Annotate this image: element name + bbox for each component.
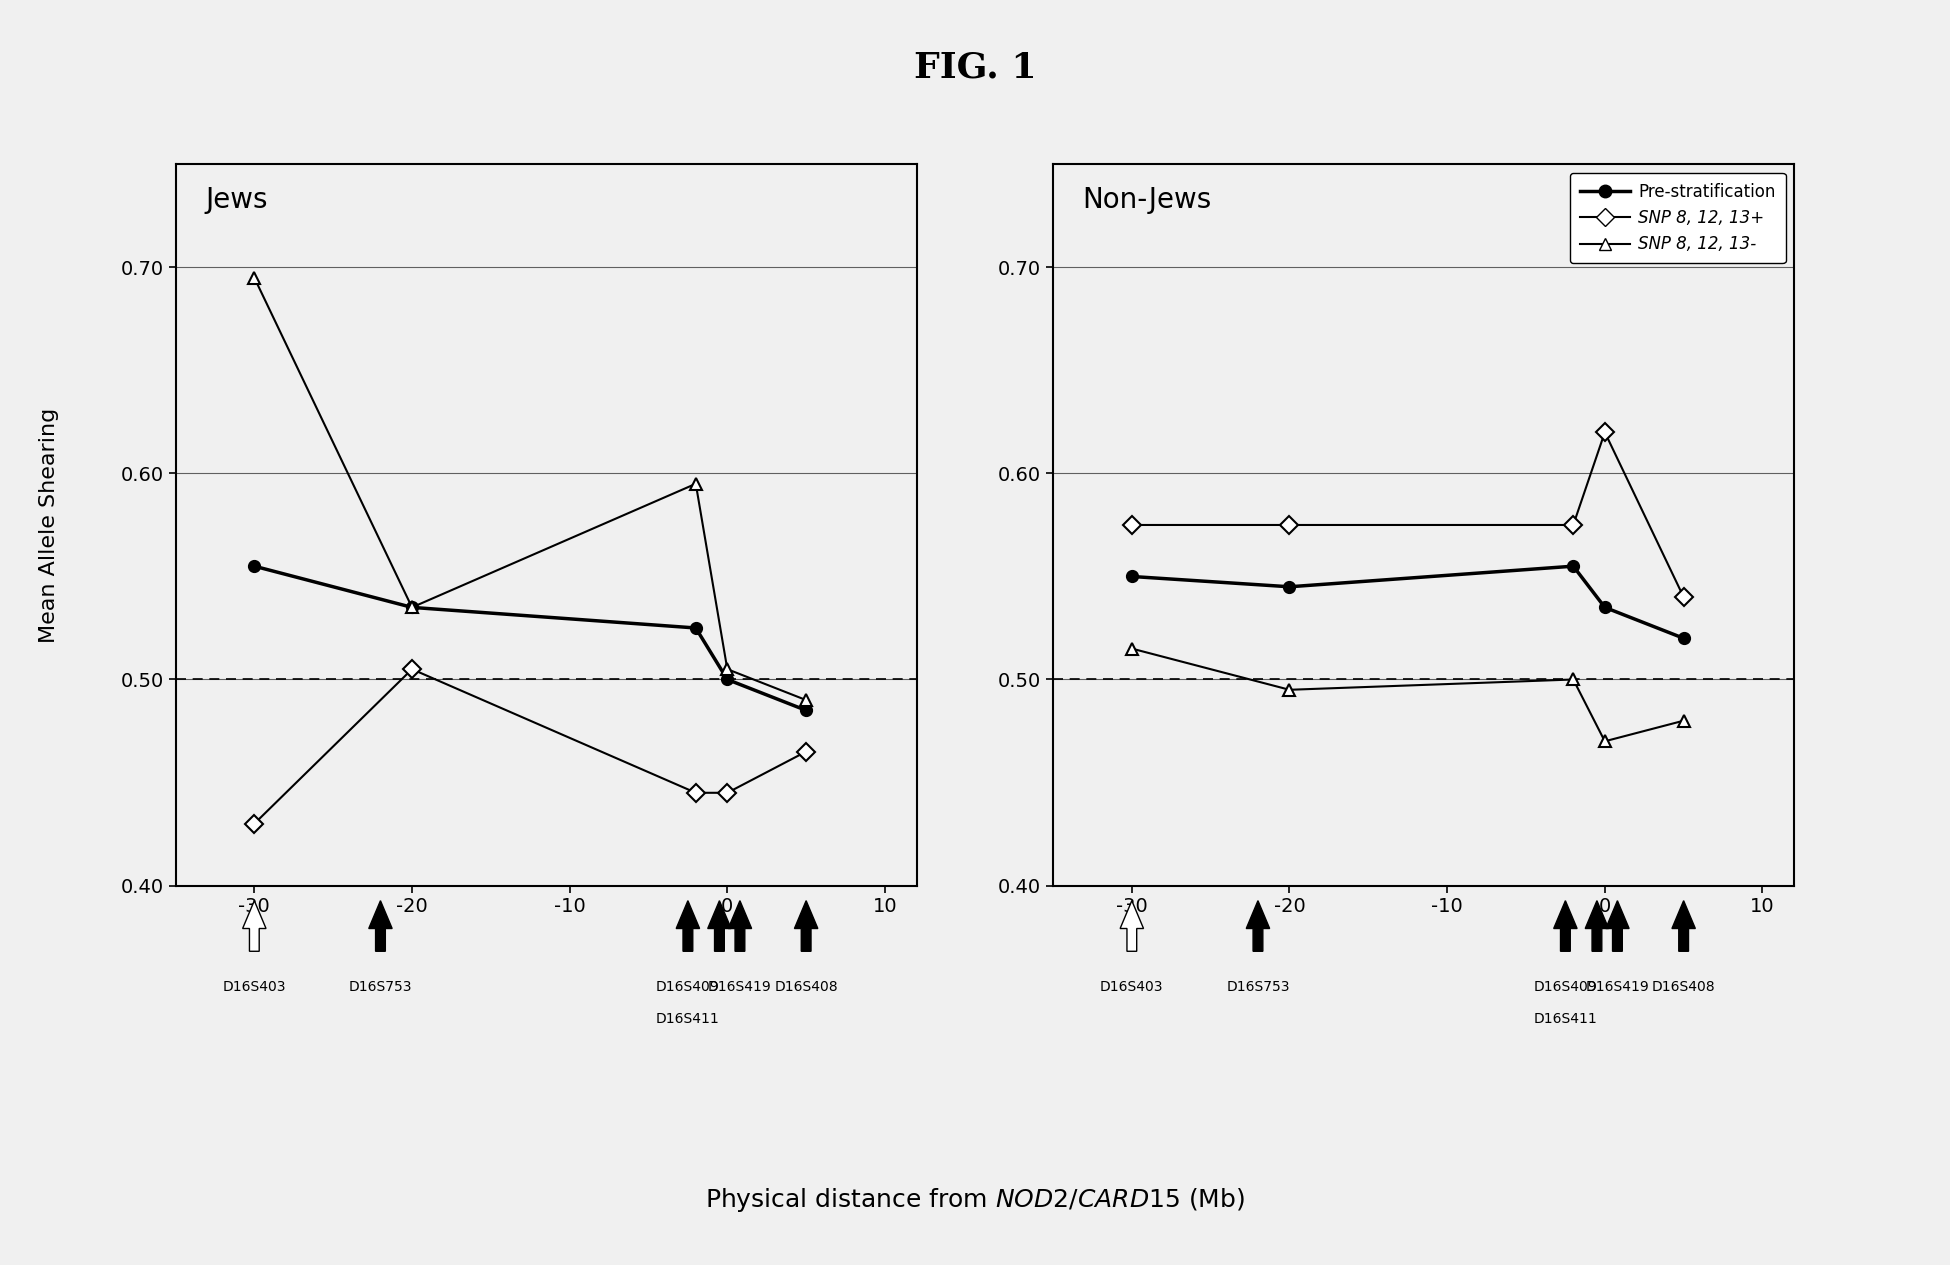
Text: D16S411: D16S411 [1533, 1012, 1597, 1026]
Text: D16S408: D16S408 [774, 980, 838, 994]
Text: D16S419: D16S419 [708, 980, 772, 994]
Text: FIG. 1: FIG. 1 [915, 51, 1035, 85]
Text: Physical distance from $\mathit{NOD2/CARD15}$ (Mb): Physical distance from $\mathit{NOD2/CAR… [706, 1187, 1244, 1214]
Legend: Pre-stratification, SNP 8, 12, 13+, SNP 8, 12, 13-: Pre-stratification, SNP 8, 12, 13+, SNP … [1570, 173, 1786, 263]
Text: D16S419: D16S419 [1585, 980, 1650, 994]
Text: D16S753: D16S753 [349, 980, 411, 994]
Text: D16S403: D16S403 [222, 980, 287, 994]
Text: Jews: Jews [205, 186, 267, 214]
Text: D16S408: D16S408 [1652, 980, 1716, 994]
Text: D16S411: D16S411 [655, 1012, 720, 1026]
Text: Non-Jews: Non-Jews [1082, 186, 1211, 214]
Text: D16S753: D16S753 [1227, 980, 1289, 994]
Text: D16S409: D16S409 [655, 980, 720, 994]
Text: D16S409: D16S409 [1533, 980, 1597, 994]
Text: D16S403: D16S403 [1100, 980, 1164, 994]
Text: Mean Allele Shearing: Mean Allele Shearing [39, 407, 58, 643]
